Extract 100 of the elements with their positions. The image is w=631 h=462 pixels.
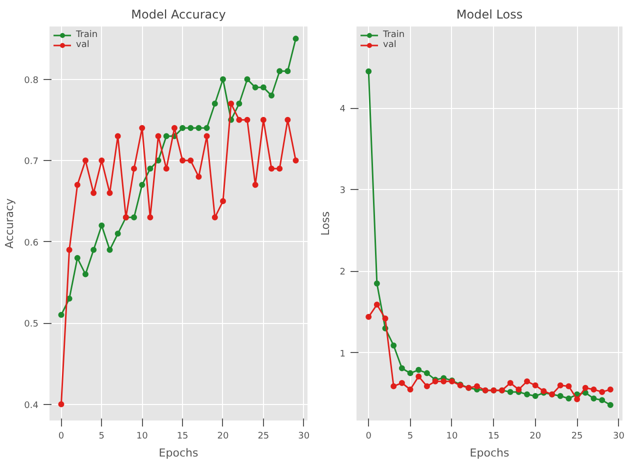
x-tick-label: 0: [58, 432, 64, 442]
point: [196, 125, 202, 132]
point: [407, 386, 414, 392]
y-tick-label: 0.8: [24, 76, 39, 86]
point: [82, 271, 88, 278]
point: [524, 378, 530, 384]
point: [220, 76, 226, 82]
point: [180, 158, 186, 164]
y-tick-label: 4: [340, 104, 346, 115]
point: [90, 190, 97, 196]
point: [574, 396, 580, 402]
point: [407, 370, 414, 376]
point: [139, 125, 146, 132]
point: [131, 166, 138, 172]
point: [590, 395, 597, 402]
y-tick-label: 0.7: [24, 157, 39, 168]
point: [106, 246, 113, 253]
point: [276, 166, 283, 172]
point: [292, 158, 299, 164]
point: [374, 280, 380, 286]
x-tick-label: 30: [613, 432, 625, 442]
point: [284, 68, 291, 74]
point: [474, 383, 480, 390]
point: [106, 190, 113, 196]
point: [163, 133, 170, 140]
point: [268, 92, 275, 99]
x-tick-label: 30: [298, 432, 310, 442]
point: [374, 302, 380, 308]
x-tick-label: 5: [98, 432, 105, 442]
point: [188, 125, 194, 132]
point: [98, 158, 105, 164]
point: [204, 125, 210, 132]
y-tick-label: 0.5: [24, 320, 39, 330]
point: [260, 116, 266, 123]
x-tick-label: 20: [217, 432, 229, 442]
point: [180, 125, 186, 132]
point: [228, 100, 234, 107]
point: [220, 198, 226, 204]
y-tick-label: 0.4: [24, 400, 39, 411]
point: [171, 125, 178, 132]
point: [424, 383, 430, 390]
point: [188, 158, 194, 164]
point: [607, 402, 614, 408]
legend-label: Train: [76, 30, 98, 40]
y-axis-title: Loss: [318, 211, 332, 236]
point: [599, 388, 606, 395]
point: [114, 133, 121, 140]
point: [366, 68, 372, 74]
point: [252, 182, 258, 188]
point: [416, 366, 422, 373]
point: [582, 384, 588, 391]
y-tick-label: 2: [340, 268, 346, 278]
x-tick-label: 15: [488, 432, 500, 442]
x-axis-title: Epochs: [158, 446, 198, 460]
point: [163, 166, 170, 172]
point: [524, 391, 530, 398]
point: [607, 386, 614, 392]
point: [566, 383, 572, 390]
point: [236, 116, 242, 123]
point: [590, 386, 597, 392]
point: [155, 133, 162, 140]
point: [382, 316, 388, 322]
point: [131, 214, 138, 220]
x-tick-label: 25: [258, 432, 270, 442]
point: [252, 84, 258, 90]
point: [212, 214, 218, 220]
point: [516, 386, 522, 392]
x-tick-label: 10: [136, 432, 148, 442]
y-axis-title: Accuracy: [3, 198, 16, 249]
point: [98, 222, 105, 229]
point: [74, 255, 80, 262]
point: [398, 365, 405, 372]
point: [507, 388, 514, 395]
x-tick-label: 25: [571, 432, 583, 442]
point: [82, 158, 88, 164]
x-tick-label: 15: [176, 432, 188, 442]
point: [74, 182, 80, 188]
point: [236, 100, 242, 107]
point: [268, 166, 275, 172]
chart-title: Model Loss: [456, 8, 523, 22]
point: [139, 182, 146, 188]
point: [557, 393, 564, 400]
point: [390, 383, 397, 390]
point: [244, 76, 250, 82]
point: [416, 373, 422, 380]
point: [284, 116, 291, 123]
point: [292, 36, 299, 42]
point: [196, 174, 202, 180]
chart-title: Model Accuracy: [131, 8, 226, 22]
point: [532, 393, 538, 400]
legend-label: Train: [383, 30, 405, 40]
legend-label: val: [383, 40, 398, 50]
y-tick-label: 1: [340, 349, 346, 360]
y-tick-label: 0.6: [24, 238, 39, 248]
point: [58, 312, 64, 318]
x-tick-label: 5: [407, 432, 414, 442]
point: [58, 401, 64, 408]
legend-label: val: [76, 40, 90, 50]
point: [66, 246, 72, 253]
point: [398, 380, 405, 386]
